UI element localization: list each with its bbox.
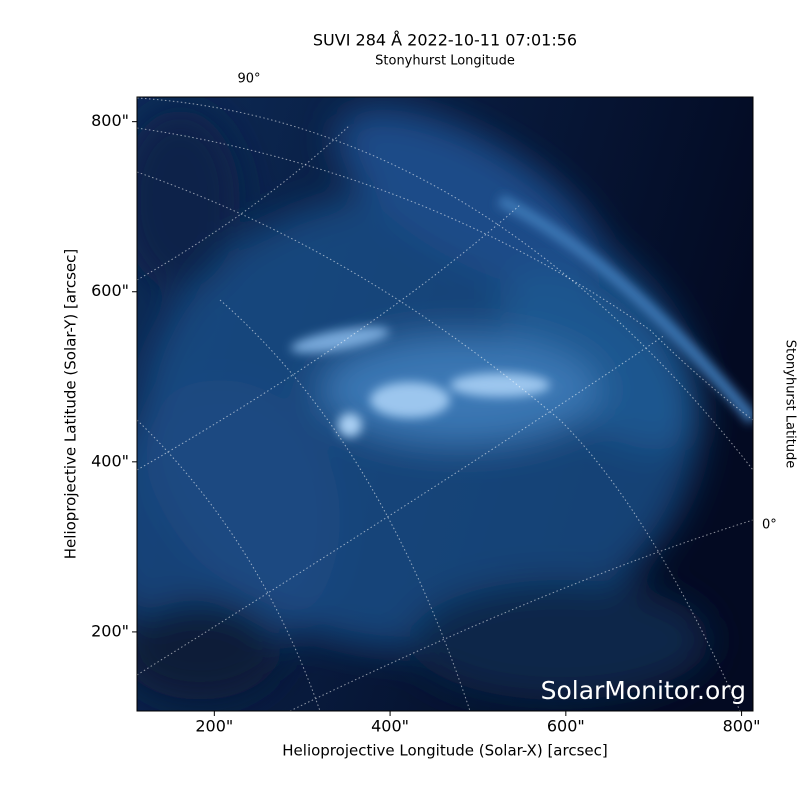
y-tick-label: 600"	[91, 281, 129, 300]
x-tick-label: 800"	[723, 717, 761, 736]
y-tick-label: 200"	[91, 621, 129, 640]
x-tick-label: 400"	[371, 717, 409, 736]
y-tick-label: 400"	[91, 451, 129, 470]
stonyhurst-grid	[137, 97, 753, 711]
y-axis-label: Helioprojective Latitude (Solar-Y) [arcs…	[62, 249, 80, 559]
x-tick-label: 200"	[195, 717, 233, 736]
plot-frame	[136, 96, 754, 712]
y-tick-label: 800"	[91, 111, 129, 130]
chart-title: SUVI 284 Å 2022-10-11 07:01:56	[313, 31, 577, 50]
right-tick-label: 0°	[762, 518, 777, 533]
x-axis-label: Helioprojective Longitude (Solar-X) [arc…	[282, 742, 607, 760]
top-axis-label: Stonyhurst Longitude	[375, 54, 515, 69]
x-tick-label: 600"	[547, 717, 585, 736]
right-axis-label: Stonyhurst Latitude	[783, 340, 798, 469]
solar-image	[137, 97, 753, 711]
top-tick-label: 90°	[237, 72, 260, 87]
watermark: SolarMonitor.org	[541, 676, 746, 705]
